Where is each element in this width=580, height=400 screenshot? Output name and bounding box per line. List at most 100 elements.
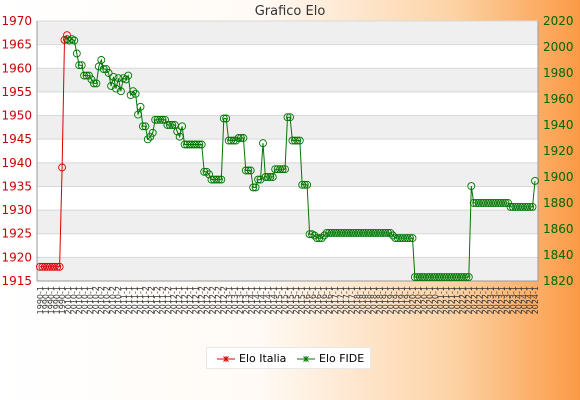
data-point-elo-fide	[192, 140, 201, 149]
data-point-elo-fide	[116, 87, 125, 96]
x-tick-label: 2019-1	[381, 286, 390, 314]
y-right-tick-label: 1860	[543, 222, 574, 236]
data-point-elo-fide	[239, 134, 248, 142]
x-tick-label: 2019-1	[398, 286, 407, 314]
x-tick-label: 2012-1	[192, 286, 201, 314]
x-tick-label: 2024-1	[525, 286, 534, 314]
data-point-elo-fide	[317, 234, 326, 243]
data-point-elo-fide	[80, 71, 89, 80]
data-point-elo-fide	[303, 180, 312, 189]
x-tick-label: 2016-1	[325, 286, 334, 314]
x-tick-label: 2020-1	[431, 286, 440, 314]
y-left-tick-label: 1935	[1, 179, 32, 193]
x-tick-label: 2018-1	[370, 286, 379, 314]
x-tick-label: 2019-1	[386, 286, 395, 314]
y-right-tick-label: 2000	[543, 40, 574, 54]
data-point-elo-fide	[254, 175, 263, 184]
data-point-elo-fide	[146, 132, 155, 141]
x-tick-label: 2021-1	[436, 286, 445, 314]
data-point-elo-fide	[298, 180, 307, 189]
data-point-elo-fide	[102, 65, 111, 74]
x-tick-label: 2022-1	[464, 286, 473, 314]
data-point-elo-fide	[197, 140, 206, 149]
data-point-elo-fide	[249, 183, 258, 192]
x-tick-label: 2022-1	[475, 286, 484, 314]
x-tick-label: 2018-1	[375, 286, 384, 314]
data-point-elo-fide	[467, 182, 476, 191]
x-tick-label: 2011-1	[131, 286, 140, 314]
data-point-elo-fide	[89, 79, 98, 88]
x-tick-label: 2023-1	[492, 286, 501, 314]
data-point-elo-fide	[244, 166, 253, 175]
x-tick-label: 2010-1	[69, 286, 78, 314]
y-left-tick-label: 1925	[1, 227, 32, 241]
data-point-elo-fide	[263, 173, 272, 181]
x-tick-label: 2014-1	[270, 286, 279, 314]
x-tick-label: 2010-2	[114, 286, 123, 314]
data-point-elo-fide	[168, 121, 177, 129]
data-point-elo-fide	[499, 199, 508, 207]
data-point-elo-fide	[161, 115, 169, 124]
data-point-elo-fide	[109, 72, 118, 81]
y-left-tick-label: 1950	[1, 109, 32, 123]
data-point-elo-fide	[156, 115, 165, 124]
x-tick-label: 2012-2	[208, 286, 217, 314]
data-point-elo-fide	[528, 202, 537, 211]
x-tick-label: 2010-1	[64, 286, 73, 314]
x-tick-label: 2010-2	[97, 286, 106, 314]
x-tick-label: 2023-1	[503, 286, 512, 314]
x-tick-label: 1990-1	[53, 286, 62, 314]
x-tick-label: 2015-1	[281, 286, 290, 314]
grid-band	[37, 210, 538, 234]
data-point-elo-fide	[148, 128, 157, 137]
data-point-elo-fide	[75, 61, 84, 70]
data-point-elo-fide	[381, 228, 390, 237]
data-point-elo-fide	[310, 231, 319, 240]
x-tick-label: 1990-1	[42, 286, 51, 314]
data-point-elo-fide	[70, 36, 79, 45]
data-point-elo-fide	[504, 199, 512, 207]
data-point-elo-fide	[195, 140, 204, 149]
data-point-elo-fide	[205, 170, 214, 179]
y-left-tick-label: 1955	[1, 85, 32, 99]
data-point-elo-fide	[143, 135, 152, 144]
x-tick-label: 2016-1	[303, 286, 312, 314]
y-right-tick-label: 2020	[543, 14, 574, 28]
data-point-elo-fide	[459, 273, 468, 282]
data-point-elo-fide	[72, 49, 81, 58]
y-left-tick-label: 1960	[1, 61, 32, 75]
chart-title: Grafico Elo	[254, 4, 326, 19]
y-right-tick-label: 1820	[543, 274, 574, 288]
x-tick-label: 1990-1	[58, 286, 67, 314]
data-point-elo-fide	[124, 71, 133, 80]
legend-label-elo-fide: Elo FIDE	[319, 352, 365, 365]
data-point-elo-fide	[136, 102, 145, 111]
y-left-tick-label: 1920	[1, 250, 32, 264]
x-tick-label: 2012-2	[214, 286, 223, 314]
data-point-elo-fide	[107, 82, 116, 90]
data-point-elo-fide	[99, 65, 108, 74]
data-point-elo-fide	[403, 234, 412, 243]
x-tick-label: 2013-1	[236, 286, 245, 314]
data-point-elo-fide	[278, 165, 287, 174]
x-tick-label: 2022-1	[481, 286, 490, 314]
x-tick-label: 2015-1	[286, 286, 295, 314]
data-point-elo-fide	[256, 175, 265, 184]
data-point-elo-fide	[312, 234, 321, 243]
data-point-elo-fide	[315, 234, 324, 243]
x-tick-label: 2022-1	[459, 286, 468, 314]
x-tick-label: 2011-1	[119, 286, 128, 314]
x-tick-label: 2022-1	[470, 286, 479, 314]
x-tick-label: 2012-1	[169, 286, 178, 314]
y-left-tick-label: 1965	[1, 38, 32, 52]
x-tick-label: 2019-1	[392, 286, 401, 314]
x-tick-label: 2011-2	[153, 286, 162, 314]
data-point-elo-fide	[141, 122, 150, 131]
y-right-tick-label: 1960	[543, 92, 574, 106]
data-point-elo-fide	[268, 173, 277, 181]
x-tick-label: 2023-1	[487, 286, 496, 314]
data-point-elo-fide	[526, 202, 535, 211]
data-point-elo-fide	[214, 175, 223, 184]
